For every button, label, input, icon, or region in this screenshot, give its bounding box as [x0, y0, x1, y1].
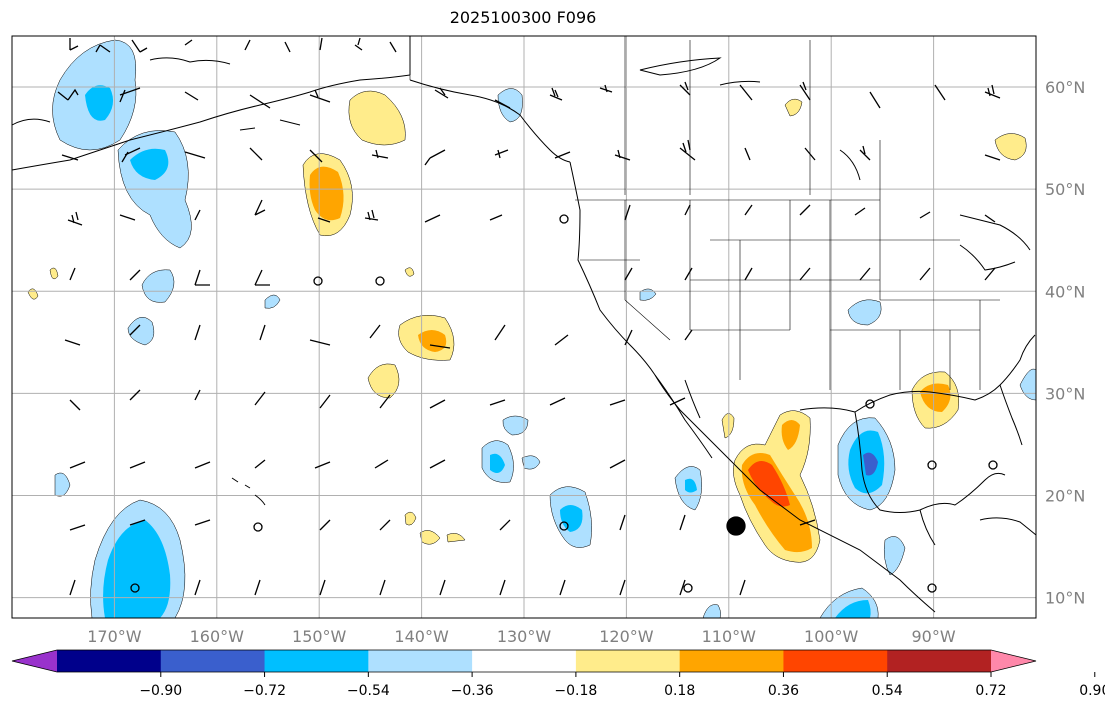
colorbar-segment	[57, 650, 162, 672]
calm-circle	[253, 522, 263, 532]
point-marker	[726, 516, 746, 536]
neg-anomaly-patch	[264, 294, 281, 309]
wind-barbs	[57, 37, 1001, 596]
colorbar-outline	[11, 649, 1037, 673]
colorbar-segment	[575, 650, 681, 672]
gulf-coast	[799, 334, 1036, 413]
calm-circle	[988, 460, 998, 470]
alaska-coast-detail	[11, 57, 301, 131]
neg-anomaly-core	[103, 520, 171, 618]
colorbar-tick-label: −0.54	[347, 683, 390, 699]
calm-circle	[130, 583, 140, 593]
map-title: 2025100300 F096	[449, 8, 597, 27]
neg-anomaly-core	[835, 600, 871, 618]
pos-anomaly-patch	[404, 511, 417, 526]
colorbar-tick-label: −0.36	[451, 683, 494, 699]
colorbar-tick-label: −0.90	[139, 683, 182, 699]
longitude-label: 130°W	[497, 627, 552, 646]
colorbar-segment	[368, 650, 473, 672]
florida	[999, 384, 1023, 446]
colorbar: −0.90 −0.72 −0.54 −0.36 −0.18 0.18 0.36 0.54 0.7…	[11, 649, 1105, 699]
neg-anomaly-patch	[497, 88, 523, 123]
colorbar-extend-max	[991, 650, 1036, 672]
colorbar-tick-label: 0.54	[872, 683, 903, 699]
neg-anomaly-patch	[639, 288, 657, 301]
colorbar-tick-label: 0.18	[664, 683, 695, 699]
latitude-label: 60°N	[1045, 78, 1085, 97]
colorbar-tick-label: 0.90	[1079, 683, 1105, 699]
anomaly-field	[27, 39, 1037, 619]
neg-anomaly-patch	[1019, 368, 1037, 401]
longitude-label: 120°W	[599, 627, 654, 646]
coastlines	[11, 36, 1037, 613]
neg-anomaly-core	[85, 85, 114, 121]
pos-anomaly-patch	[446, 533, 466, 543]
hawaii-islands	[231, 477, 266, 506]
colorbar-segment	[887, 650, 992, 672]
calm-circle	[375, 276, 385, 286]
longitude-label: 170°W	[87, 627, 142, 646]
colorbar-tick-label: −0.18	[554, 683, 597, 699]
longitude-label: 160°W	[190, 627, 245, 646]
colorbar-tick-label: 0.72	[975, 683, 1006, 699]
neg-anomaly-patch	[883, 536, 906, 576]
pos-anomaly-patch	[419, 530, 441, 545]
neg-anomaly-patch	[54, 472, 71, 497]
colorbar-segment	[679, 650, 784, 672]
calm-circle	[559, 214, 569, 224]
colorbar-extend-min	[12, 650, 57, 672]
colorbar-segment	[783, 650, 888, 672]
neg-anomaly-deep	[863, 452, 878, 476]
longitude-label: 150°W	[292, 627, 347, 646]
canada-lakes	[639, 57, 1031, 271]
mexico-gulf-coast	[854, 411, 1006, 546]
calm-circle	[927, 583, 937, 593]
pos-anomaly-core	[309, 166, 344, 221]
calm-circle	[313, 276, 323, 286]
calm-circle	[927, 460, 937, 470]
neg-anomaly-core	[685, 478, 697, 493]
pos-anomaly-patch	[784, 98, 803, 117]
colorbar-segment	[472, 650, 577, 672]
longitude-label: 100°W	[804, 627, 859, 646]
calm-circle	[559, 521, 569, 531]
neg-anomaly-patch	[521, 455, 541, 470]
map-frame	[11, 35, 1037, 619]
pos-anomaly-patch	[994, 133, 1027, 161]
latitude-label: 50°N	[1045, 180, 1085, 199]
longitude-label: 140°W	[394, 627, 449, 646]
neg-anomaly-patch	[702, 604, 721, 619]
colorbar-tick-label: −0.72	[243, 683, 286, 699]
latitude-label: 10°N	[1045, 589, 1085, 608]
neg-anomaly-patch	[141, 269, 175, 303]
state-borders	[409, 36, 1000, 390]
pos-anomaly-patch	[49, 267, 59, 280]
cuba	[979, 517, 1037, 536]
longitude-label: 110°W	[702, 627, 757, 646]
baja-california	[654, 374, 713, 459]
pos-anomaly-patch	[27, 288, 39, 300]
latitude-label: 30°N	[1045, 384, 1085, 403]
axis-labels: 170°W 160°W 150°W 140°W 130°W 120°W 110°W 100°W…	[87, 78, 1085, 646]
pos-anomaly-patch	[721, 413, 735, 439]
neg-anomaly-core	[560, 505, 583, 532]
pos-anomaly-patch	[404, 267, 415, 277]
colorbar-segment	[160, 650, 266, 672]
colorbar-tick-label: 0.36	[768, 683, 799, 699]
colorbar-segment	[264, 650, 369, 672]
pos-anomaly-core	[920, 383, 951, 412]
neg-anomaly-patch	[847, 299, 882, 326]
calm-circle	[683, 583, 693, 593]
latitude-label: 40°N	[1045, 282, 1085, 301]
pos-anomaly-patch	[348, 90, 406, 146]
longitude-label: 90°W	[912, 627, 956, 646]
neg-anomaly-patch	[127, 316, 155, 346]
north-america-west-coast	[569, 161, 936, 613]
neg-anomaly-core	[130, 148, 169, 180]
latitude-label: 20°N	[1045, 486, 1085, 505]
calm-circle	[865, 399, 875, 409]
pos-anomaly-core	[781, 420, 800, 450]
neg-anomaly-core	[490, 453, 505, 474]
